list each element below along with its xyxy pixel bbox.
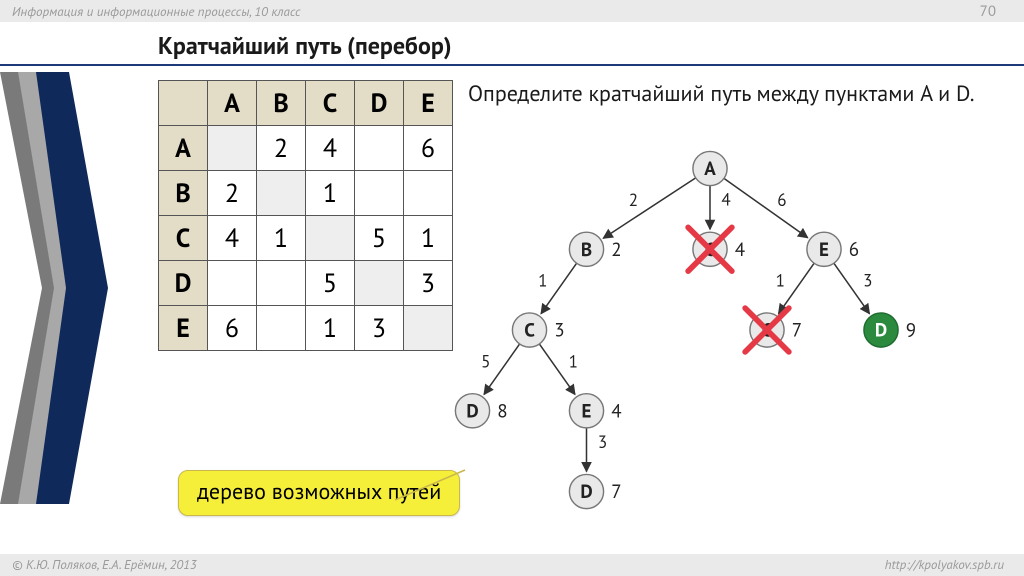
node-cost: 4 [611,399,621,423]
matrix-cell [208,261,257,306]
matrix-cell: 1 [257,216,306,261]
matrix-cell [306,216,355,261]
tree-node-D1: D8 [455,394,507,428]
node-cost: 6 [849,238,859,262]
matrix-cell [257,261,306,306]
edge-weight: 1 [569,350,578,372]
matrix-cell: 1 [306,171,355,216]
matrix-cell: 2 [257,126,306,171]
tree-node-X2: C7 [745,308,802,352]
node-cost: 7 [792,319,802,343]
edge-weight: 3 [863,270,872,292]
tree-node-E: E6 [807,232,859,266]
node-cost: 7 [611,480,621,504]
matrix-cell [355,261,404,306]
matrix-cell: 3 [355,306,404,351]
node-cost: 4 [735,238,745,262]
course-title: Информация и информационные процессы, 10… [12,3,300,20]
svg-text:D: D [466,399,478,423]
matrix-header: B [257,81,306,126]
node-cost: 2 [611,238,621,262]
copyright: © К.Ю. Поляков, Е.А. Ерёмин, 2013 [12,556,197,573]
slide-title: Кратчайший путь (перебор) [158,30,452,61]
node-cost: 9 [906,319,916,343]
matrix-cell: C [159,216,208,261]
callout-pointer [390,460,480,520]
edge-weight: 3 [598,431,607,453]
tree-node-C1: C4 [688,227,745,271]
matrix-cell [355,171,404,216]
svg-text:A: A [704,157,716,181]
edge-weight: 4 [721,189,730,211]
matrix-header: A [208,81,257,126]
source-url: http://kpolyakov.spb.ru [885,556,1004,573]
tree-node-B: B2 [569,232,621,266]
svg-text:B: B [581,238,592,262]
matrix-cell: 1 [306,306,355,351]
edge-weight: 2 [629,189,638,211]
matrix-cell: 4 [208,216,257,261]
edge-weight: 1 [538,270,547,292]
left-chevrons [0,0,120,576]
matrix-header: C [306,81,355,126]
matrix-header: D [355,81,404,126]
chev-2 [18,72,99,504]
matrix-cell [355,126,404,171]
matrix-cell: 6 [208,306,257,351]
matrix-cell: 5 [306,261,355,306]
tree-node-Dg: D9 [864,313,916,347]
edge-weight: 1 [776,270,785,292]
svg-text:E: E [819,238,829,262]
top-bar: Информация и информационные процессы, 10… [0,0,1024,22]
matrix-cell: 5 [355,216,404,261]
matrix-cell: E [159,306,208,351]
title-rule [0,64,1024,66]
tree-node-A: A [693,151,727,185]
matrix-cell [208,126,257,171]
matrix-cell: 4 [306,126,355,171]
svg-text:E: E [582,399,592,423]
adjacency-matrix: ABCDEA246B21C4151D53E613 [158,80,453,351]
bottom-bar: © К.Ю. Поляков, Е.А. Ерёмин, 2013 http:/… [0,554,1024,576]
tree-node-C2: C3 [512,313,564,347]
tree-edge [724,178,808,237]
matrix-cell [257,171,306,216]
matrix-cell [257,306,306,351]
svg-text:C: C [524,319,535,343]
svg-text:D: D [580,480,592,504]
edge-weight: 5 [481,350,490,372]
page-number: 70 [980,2,996,21]
matrix-cell: 2 [208,171,257,216]
matrix-cell: D [159,261,208,306]
tree-edge [603,178,695,238]
task-prompt: Определите кратчайший путь между пунктам… [468,80,974,110]
svg-text:D: D [875,319,887,343]
chev-1 [0,72,90,504]
search-tree: 246113513AB2C4E6C3C7D9D8E4D7 [430,140,990,520]
tree-node-D2: D7 [569,474,621,508]
node-cost: 3 [554,319,564,343]
node-cost: 8 [497,399,507,423]
matrix-header [159,81,208,126]
chev-3 [36,72,108,504]
matrix-cell: A [159,126,208,171]
edge-weight: 6 [777,189,786,211]
tree-node-E2: E4 [569,394,621,428]
matrix-cell: B [159,171,208,216]
matrix-header: E [404,81,453,126]
